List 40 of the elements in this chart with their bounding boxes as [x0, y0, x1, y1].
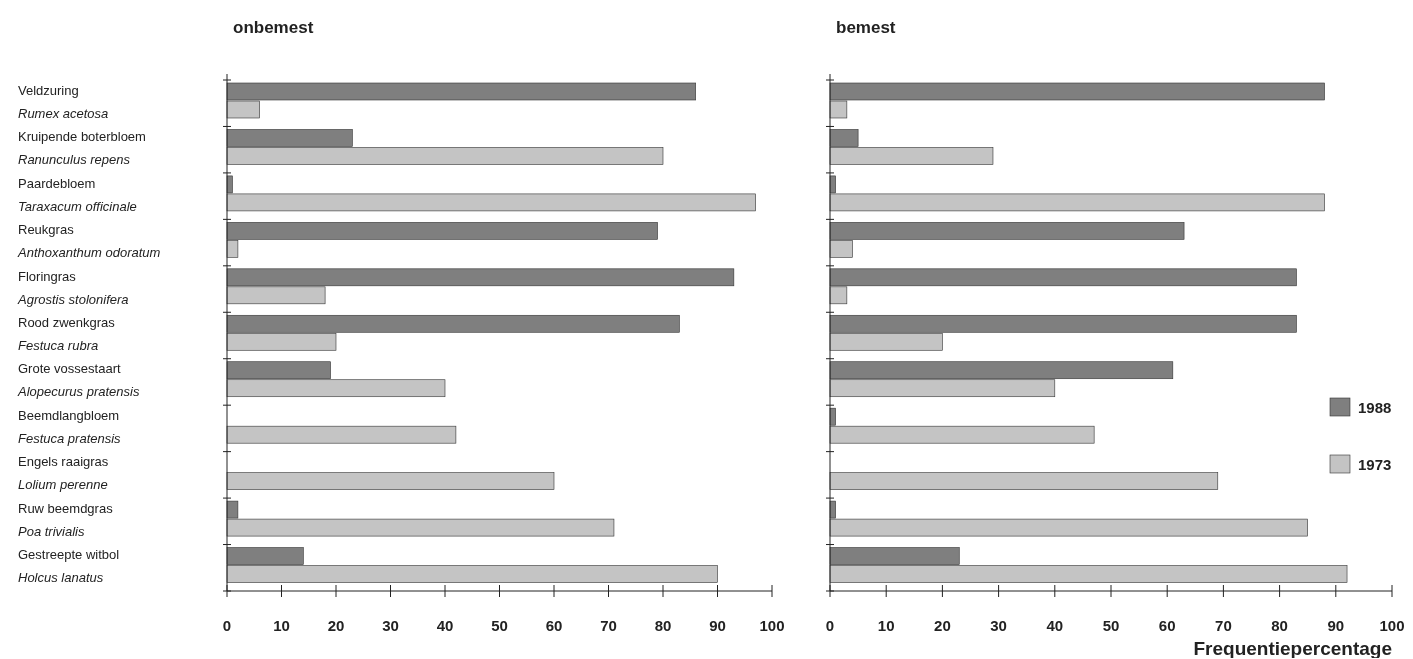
- x-tick-label: 10: [877, 617, 895, 634]
- bar: [226, 472, 555, 490]
- x-tick-label: 20: [327, 617, 345, 634]
- chart-title: onbemest: [233, 18, 314, 37]
- bar: [829, 472, 1219, 490]
- x-tick-label: 40: [1046, 617, 1064, 634]
- chart-title: bemest: [836, 18, 896, 37]
- y-tick-label: Veldzuring Rumex acetosa: [18, 83, 109, 122]
- x-tick-label: 10: [273, 617, 290, 634]
- x-tick-label: 60: [1158, 617, 1176, 634]
- y-tick-label: Engels raaigras Lolium perenne: [18, 454, 109, 493]
- x-tick-label: 100: [1379, 617, 1405, 634]
- y-tick-label: Kruipende boterbloem Ranunculus repens: [18, 129, 146, 168]
- legend-label: 1973: [1358, 456, 1392, 473]
- y-tick-label: Reukgras Anthoxanthum odoratum: [17, 222, 161, 261]
- x-tick-label: 30: [990, 617, 1007, 634]
- y-tick-label: Floringras Agrostis stolonifera: [17, 268, 129, 307]
- x-tick-label: 40: [436, 617, 454, 634]
- y-tick-label: Gestreepte witbol Holcus lanatus: [18, 547, 120, 586]
- legend-label: 1988: [1358, 399, 1392, 416]
- x-tick-label: 80: [1271, 617, 1288, 634]
- x-tick-label: 50: [1102, 617, 1120, 634]
- x-tick-label: 70: [1215, 617, 1232, 634]
- y-tick-label: Beemdlangbloem Festuca pratensis: [18, 408, 122, 447]
- x-tick-label: 90: [1327, 617, 1345, 634]
- x-tick-label: 80: [654, 617, 672, 634]
- bar: [226, 425, 457, 444]
- y-tick-label: Rood zwenkgras Festuca rubra: [18, 315, 116, 354]
- x-tick-label: 100: [759, 617, 785, 634]
- y-tick-label: Paardebloem Taraxacum officinale: [18, 176, 137, 215]
- x-tick-label: 20: [934, 617, 951, 634]
- x-tick-label: 90: [709, 617, 726, 634]
- y-tick-label: Grote vossestaart Alopecurus pratensis: [17, 361, 140, 400]
- x-tick-label: 50: [491, 617, 508, 634]
- y-tick-label: Ruw beemdgras Poa trivialis: [18, 501, 114, 540]
- x-tick-label: 60: [545, 617, 563, 634]
- x-tick-label: 0: [222, 617, 232, 634]
- x-tick-label: 0: [825, 617, 835, 634]
- x-tick-label: 70: [600, 617, 617, 634]
- x-tick-label: 30: [382, 617, 399, 634]
